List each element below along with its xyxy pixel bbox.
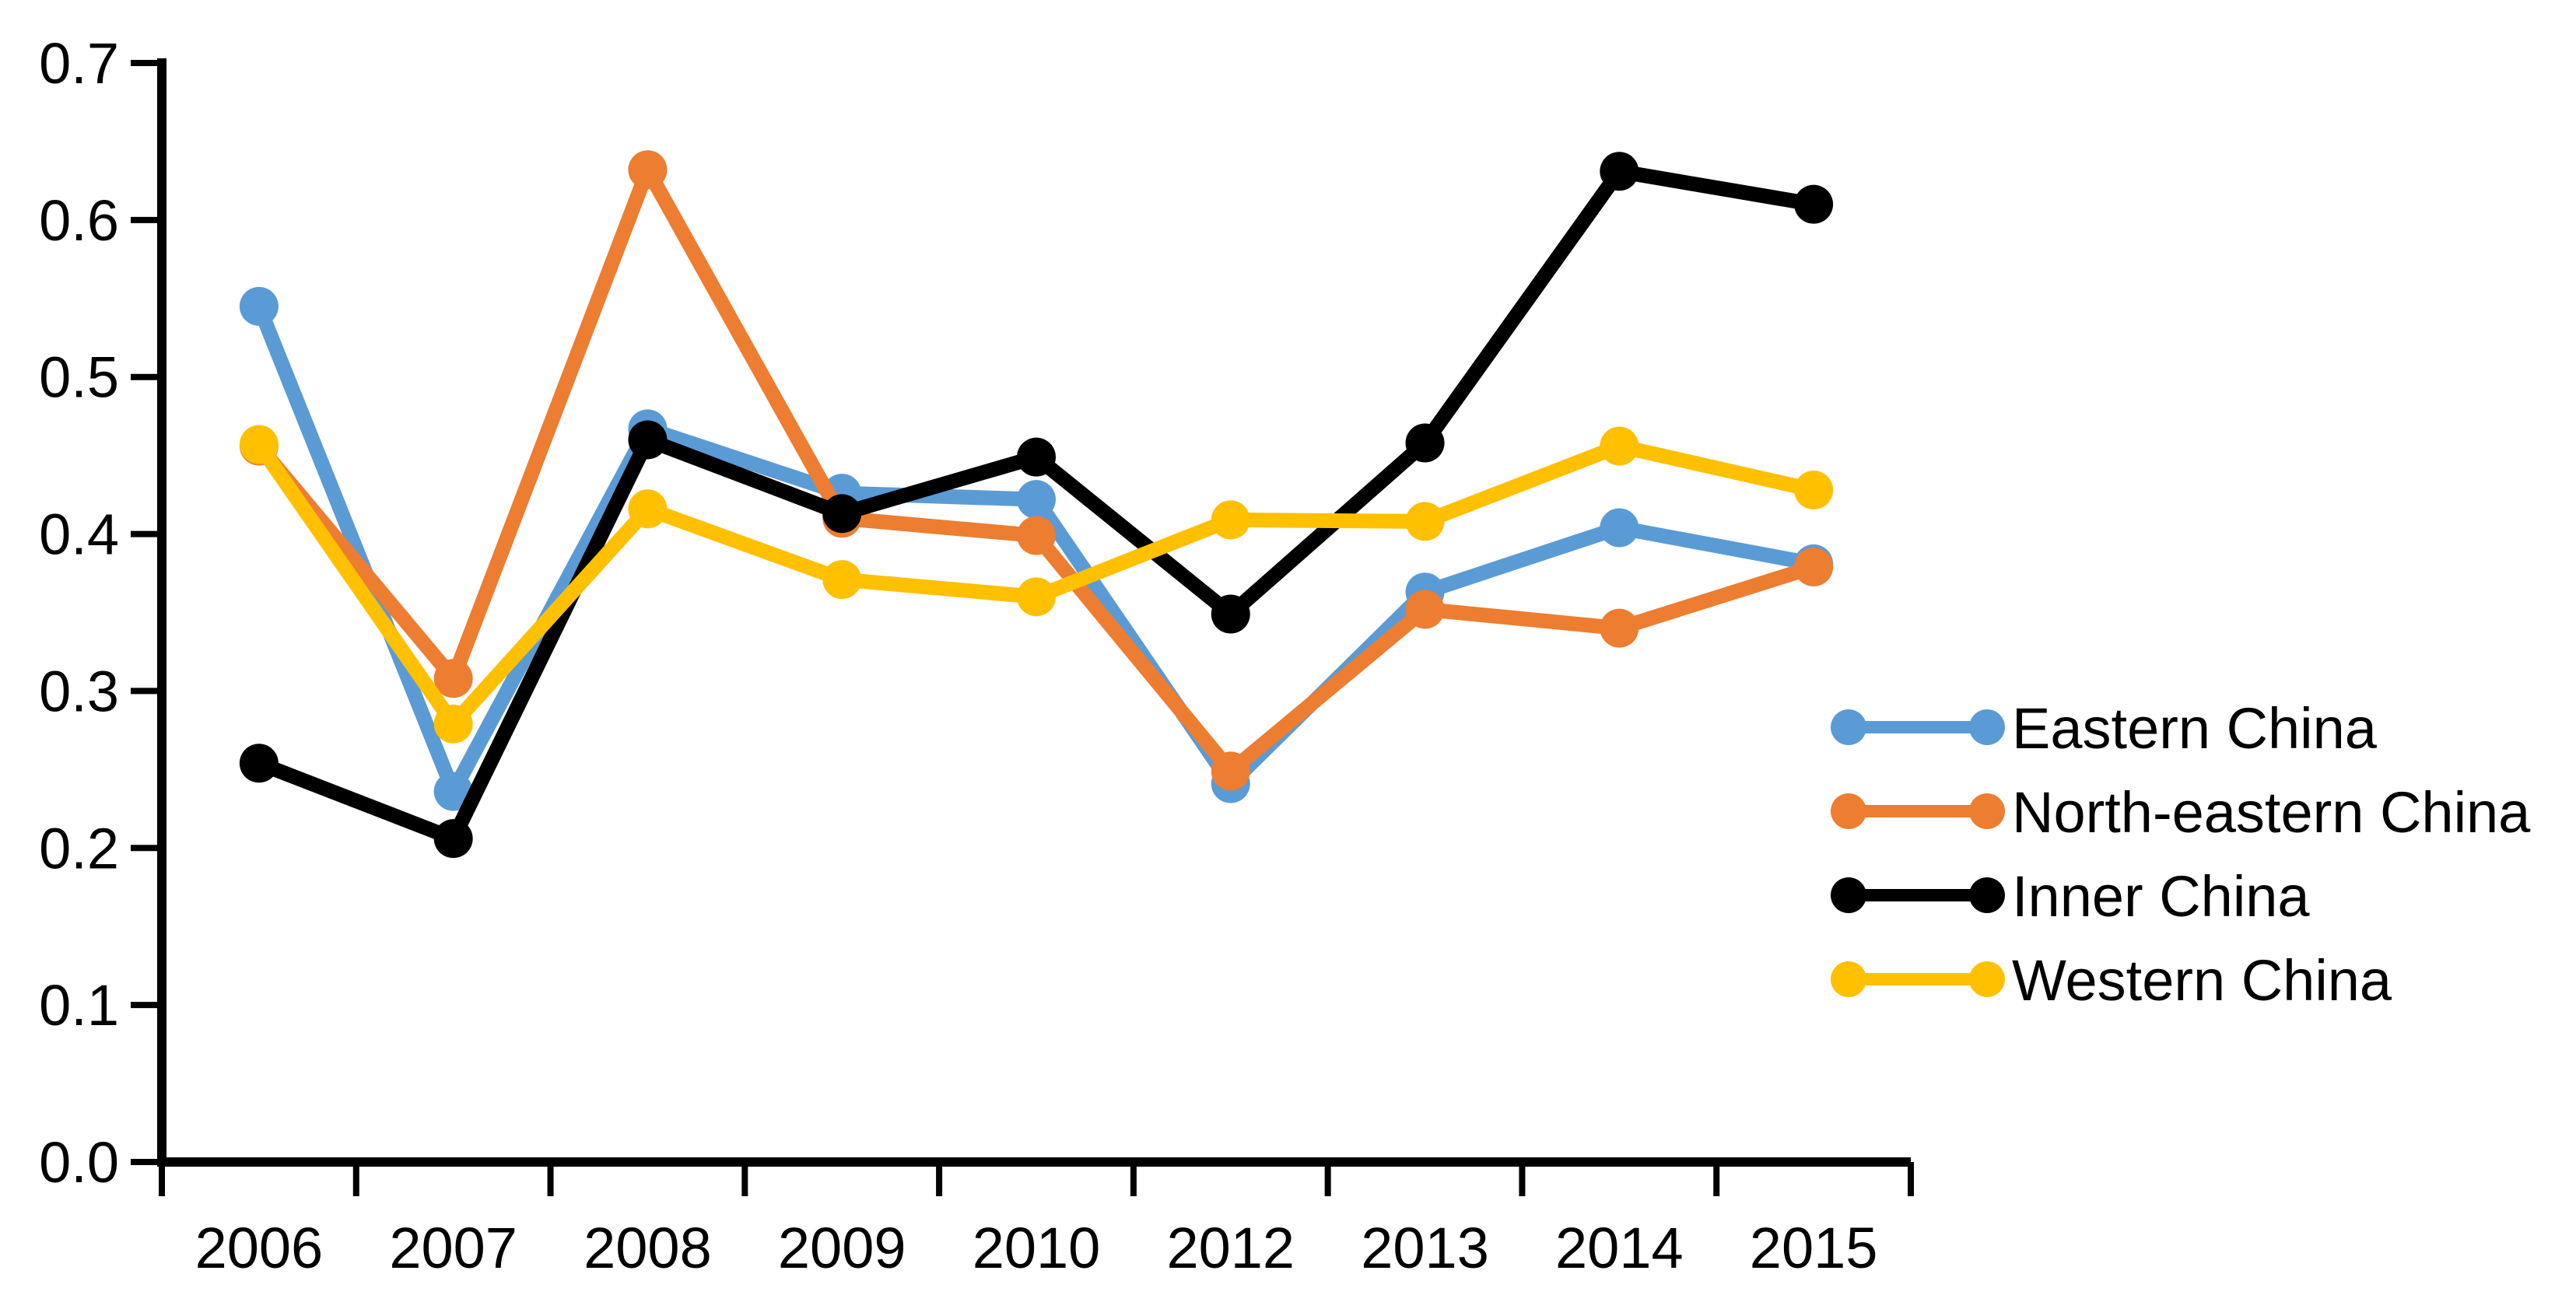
data-point-western-china-2009: [822, 560, 862, 600]
data-point-inner-china-2012: [1211, 594, 1250, 634]
y-tick-label: 0.2: [39, 816, 119, 880]
data-point-western-china-2010: [1017, 577, 1056, 617]
data-point-north-eastern-china-2013: [1405, 590, 1445, 629]
y-tick-label: 0.0: [39, 1130, 119, 1195]
x-tick-label: 2013: [1361, 1216, 1489, 1280]
series: [239, 150, 1834, 859]
data-point-north-eastern-china-2007: [433, 659, 473, 698]
legend-key-marker-right: [1969, 793, 2005, 829]
data-point-eastern-china-2006: [239, 286, 279, 326]
legend-item-western-china: Western China: [1831, 948, 2392, 1013]
data-point-western-china-2015: [1794, 471, 1834, 510]
x-tick-label: 2006: [195, 1216, 324, 1280]
data-point-north-eastern-china-2015: [1794, 547, 1834, 586]
data-point-north-eastern-china-2012: [1211, 751, 1250, 791]
data-point-western-china-2007: [433, 704, 473, 744]
data-point-eastern-china-2014: [1600, 508, 1639, 548]
legend-key-marker-left: [1831, 877, 1866, 913]
data-point-western-china-2008: [628, 489, 668, 529]
legend-key-marker-right: [1969, 961, 2005, 997]
data-point-inner-china-2014: [1600, 152, 1639, 191]
y-tick-label: 0.6: [39, 188, 119, 253]
x-tick-label: 2010: [973, 1216, 1101, 1280]
data-point-western-china-2014: [1600, 426, 1639, 466]
y-tick-label: 0.5: [39, 345, 119, 410]
data-point-inner-china-2009: [822, 494, 862, 534]
data-point-western-china-2006: [239, 425, 279, 464]
data-point-inner-china-2006: [239, 744, 279, 783]
data-point-north-eastern-china-2014: [1600, 608, 1639, 648]
legend-label: Eastern China: [2012, 696, 2378, 761]
legend: Eastern China North-eastern China Inner Ch…: [1831, 696, 2531, 1013]
x-tick-label: 2009: [778, 1216, 906, 1280]
legend-key-marker-left: [1831, 793, 1866, 829]
data-point-north-eastern-china-2008: [628, 150, 668, 190]
x-tick-label: 2008: [584, 1216, 712, 1280]
data-point-eastern-china-2007: [433, 772, 473, 811]
data-point-western-china-2012: [1211, 500, 1250, 540]
x-tick-label: 2012: [1166, 1216, 1295, 1280]
data-point-inner-china-2013: [1405, 423, 1445, 463]
legend-item-north-eastern-china: North-eastern China: [1831, 780, 2531, 845]
legend-key-marker-left: [1831, 961, 1866, 997]
legend-key-marker-right: [1969, 709, 2005, 745]
series-western-china: [239, 425, 1834, 744]
series-inner-china: [239, 152, 1834, 859]
legend-item-eastern-china: Eastern China: [1831, 696, 2378, 761]
legend-label: North-eastern China: [2012, 780, 2531, 845]
data-point-inner-china-2015: [1794, 184, 1834, 224]
x-tick-label: 2015: [1750, 1216, 1878, 1280]
x-tick-label: 2014: [1555, 1216, 1684, 1280]
legend-label: Inner China: [2012, 864, 2310, 929]
legend-label: Western China: [2012, 948, 2392, 1013]
axes: 0.0 0.1 0.2 0.3 0.4 0.5 0.6 0.7 2006 2007 2008 2009…: [39, 31, 1914, 1280]
data-point-north-eastern-china-2010: [1017, 516, 1056, 555]
legend-item-inner-china: Inner China: [1831, 864, 2310, 929]
data-point-inner-china-2010: [1017, 437, 1056, 477]
y-tick-label: 0.7: [39, 31, 119, 96]
legend-key-marker-right: [1969, 877, 2005, 913]
x-tick-label: 2007: [389, 1216, 517, 1280]
data-point-western-china-2013: [1405, 502, 1445, 541]
y-tick-label: 0.3: [39, 659, 119, 723]
legend-key-marker-left: [1831, 709, 1866, 745]
data-point-eastern-china-2010: [1017, 480, 1056, 520]
data-point-inner-china-2007: [433, 819, 473, 859]
data-point-inner-china-2008: [628, 420, 668, 460]
y-tick-label: 0.1: [39, 973, 119, 1038]
y-tick-label: 0.4: [39, 502, 119, 567]
